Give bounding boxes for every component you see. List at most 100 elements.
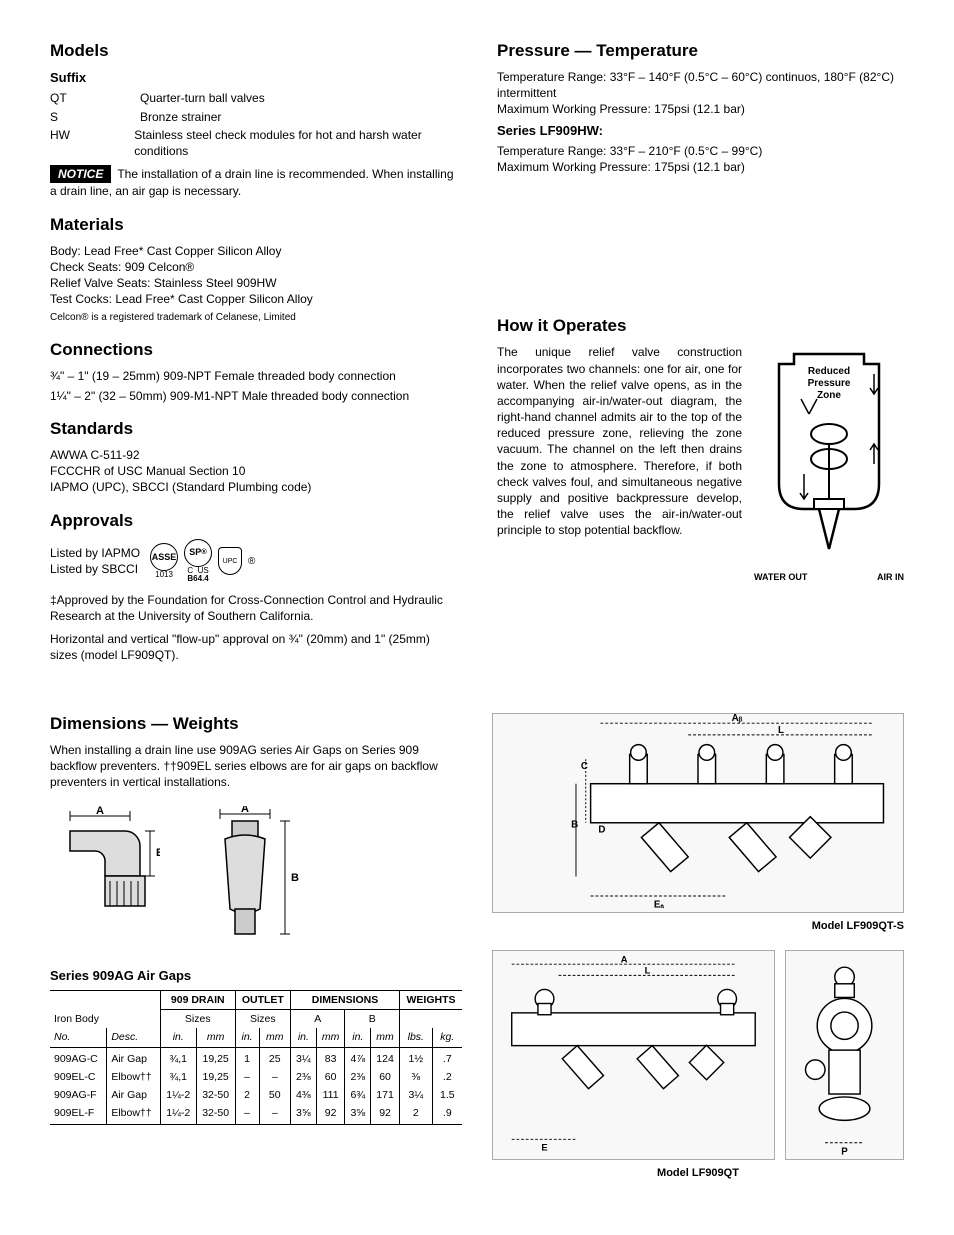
svg-text:B: B xyxy=(571,820,578,831)
col-in: in. xyxy=(160,1028,196,1047)
suffix-desc: Bronze strainer xyxy=(140,109,221,125)
table-row: 909EL-CElbow††¾,119,25––2⅜602⅜60⅜.2 xyxy=(50,1068,462,1086)
suffix-row: S Bronze strainer xyxy=(50,109,457,125)
dimensions-heading: Dimensions — Weights xyxy=(50,713,462,736)
col-mm: mm xyxy=(371,1028,400,1047)
model-label-qts: Model LF909QT-S xyxy=(492,919,904,934)
svg-text:A: A xyxy=(241,806,249,815)
col-ironbody: Iron Body xyxy=(50,1010,160,1029)
models-section: Models Suffix QT Quarter-turn ball valve… xyxy=(50,40,457,200)
svg-text:B: B xyxy=(291,872,299,884)
notice-line: NOTICEThe installation of a drain line i… xyxy=(50,165,457,199)
pt-series-line: Temperature Range: 33°F – 210°F (0.5°C –… xyxy=(497,143,904,159)
dimensions-intro: When installing a drain line use 909AG s… xyxy=(50,742,462,791)
svg-text:L: L xyxy=(645,965,651,975)
svg-text:Zone: Zone xyxy=(817,390,841,401)
connections-line: 1¼" – 2" (32 – 50mm) 909-M1-NPT Male thr… xyxy=(50,388,457,404)
svg-text:D: D xyxy=(598,824,605,835)
pt-line: Temperature Range: 33°F – 140°F (0.5°C –… xyxy=(497,69,904,101)
pressure-temp-heading: Pressure — Temperature xyxy=(497,40,904,63)
airgaps-table: 909 DRAIN OUTLET DIMENSIONS WEIGHTS Iron… xyxy=(50,990,462,1125)
svg-text:P: P xyxy=(841,1146,848,1157)
svg-text:C: C xyxy=(581,761,588,772)
suffix-label: Suffix xyxy=(50,69,457,87)
suffix-row: HW Stainless steel check modules for hot… xyxy=(50,127,457,159)
col-sizes: Sizes xyxy=(235,1010,290,1029)
standards-section: Standards AWWA C-511-92 FCCCHR of USC Ma… xyxy=(50,418,457,496)
models-heading: Models xyxy=(50,40,457,63)
pt-line: Maximum Working Pressure: 175psi (12.1 b… xyxy=(497,101,904,117)
col-sizes: Sizes xyxy=(160,1010,235,1029)
col-no: No. xyxy=(50,1028,107,1047)
materials-heading: Materials xyxy=(50,214,457,237)
col-drain: 909 DRAIN xyxy=(160,991,235,1010)
approvals-line: Listed by SBCCI xyxy=(50,561,140,577)
suffix-code: S xyxy=(50,109,140,125)
airgap-elbow-diagram: A B xyxy=(50,806,160,950)
connections-section: Connections ¾" – 1" (19 – 25mm) 909-NPT … xyxy=(50,339,457,404)
svg-text:A: A xyxy=(621,954,628,964)
materials-line: Test Cocks: Lead Free* Cast Copper Silic… xyxy=(50,291,457,307)
diagram-lf909qt-s: Aᵦ L C xyxy=(492,713,904,913)
pressure-temp-section: Pressure — Temperature Temperature Range… xyxy=(497,40,904,175)
cert-icons: ASSE 1013 SP® C USB64.4 UPC® xyxy=(150,539,255,585)
materials-section: Materials Body: Lead Free* Cast Copper S… xyxy=(50,214,457,325)
operates-heading: How it Operates xyxy=(497,315,904,338)
svg-text:A: A xyxy=(96,806,104,817)
svg-text:L: L xyxy=(778,725,784,736)
materials-footnote: Celcon® is a registered trademark of Cel… xyxy=(50,311,457,325)
table-row: 909AG-CAir Gap¾,119,251253¼834⅞1241½.7 xyxy=(50,1047,462,1068)
upc-icon: UPC xyxy=(218,547,242,575)
approvals-para: Horizontal and vertical "flow-up" approv… xyxy=(50,631,457,663)
model-label-qt: Model LF909QT xyxy=(492,1166,904,1181)
suffix-desc: Quarter-turn ball valves xyxy=(140,90,265,106)
diagram-lf909qt-side: A L E xyxy=(492,950,775,1160)
col-mm: mm xyxy=(196,1028,235,1047)
col-A: A xyxy=(291,1010,345,1029)
water-out-label: WATER OUT xyxy=(754,571,807,583)
col-in: in. xyxy=(345,1028,371,1047)
dimensions-section: Dimensions — Weights When installing a d… xyxy=(50,713,462,1181)
standards-line: AWWA C-511-92 xyxy=(50,447,457,463)
standards-line: FCCCHR of USC Manual Section 10 xyxy=(50,463,457,479)
model-diagrams: Aᵦ L C xyxy=(492,713,904,1181)
col-in: in. xyxy=(291,1028,317,1047)
operates-text: The unique relief valve construction inc… xyxy=(497,344,742,582)
sp-icon: SP® xyxy=(184,539,212,567)
suffix-code: QT xyxy=(50,90,140,106)
pt-series-label: Series LF909HW: xyxy=(497,122,904,140)
air-in-label: AIR IN xyxy=(877,571,904,583)
col-lbs: lbs. xyxy=(399,1028,432,1047)
svg-text:Eₐ: Eₐ xyxy=(654,900,665,911)
svg-text:Pressure: Pressure xyxy=(808,378,851,389)
svg-text:Reduced: Reduced xyxy=(808,366,850,377)
table-row: 909AG-FAir Gap1¼-232-502504⅜1116¾1713¼1.… xyxy=(50,1086,462,1104)
suffix-code: HW xyxy=(50,127,134,159)
col-mm: mm xyxy=(316,1028,345,1047)
standards-heading: Standards xyxy=(50,418,457,441)
col-weights: WEIGHTS xyxy=(399,991,462,1010)
standards-line: IAPMO (UPC), SBCCI (Standard Plumbing co… xyxy=(50,479,457,495)
col-outlet: OUTLET xyxy=(235,991,290,1010)
operates-section: How it Operates The unique relief valve … xyxy=(497,315,904,582)
approvals-para: ‡Approved by the Foundation for Cross-Co… xyxy=(50,592,457,624)
asse-icon: ASSE xyxy=(150,543,178,571)
approvals-heading: Approvals xyxy=(50,510,457,533)
connections-line: ¾" – 1" (19 – 25mm) 909-NPT Female threa… xyxy=(50,368,457,384)
cert-sub: 1013 xyxy=(150,571,178,580)
diagram-lf909qt-end: P xyxy=(785,950,904,1160)
suffix-desc: Stainless steel check modules for hot an… xyxy=(134,127,457,159)
operates-diagram: Reduced Pressure Zone WATER OUT AIR IN xyxy=(754,344,904,582)
materials-line: Check Seats: 909 Celcon® xyxy=(50,259,457,275)
col-dims: DIMENSIONS xyxy=(291,991,400,1010)
materials-line: Body: Lead Free* Cast Copper Silicon All… xyxy=(50,243,457,259)
col-mm: mm xyxy=(259,1028,291,1047)
pt-series-line: Maximum Working Pressure: 175psi (12.1 b… xyxy=(497,159,904,175)
airgap-cone-diagram: A B xyxy=(190,806,300,950)
col-in: in. xyxy=(235,1028,259,1047)
cert-sub: C USB64.4 xyxy=(184,567,212,585)
col-B: B xyxy=(345,1010,399,1029)
col-desc: Desc. xyxy=(107,1028,161,1047)
suffix-row: QT Quarter-turn ball valves xyxy=(50,90,457,106)
svg-text:Aᵦ: Aᵦ xyxy=(732,714,743,724)
